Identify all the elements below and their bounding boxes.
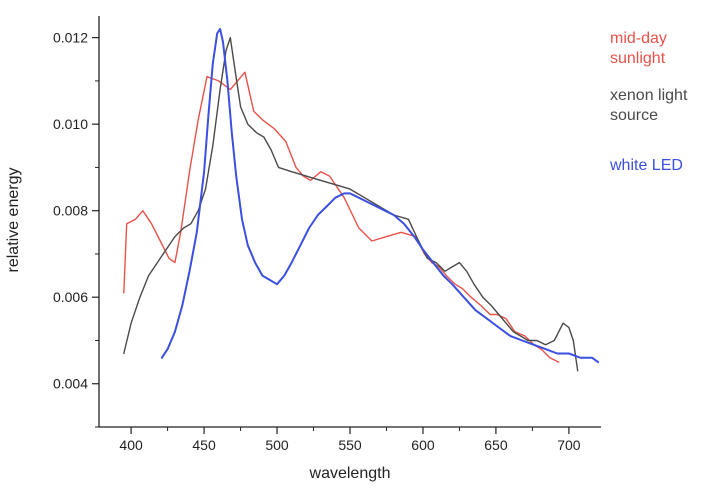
y-tick-label: 0.004: [53, 376, 88, 392]
x-tick-label: 400: [119, 437, 143, 453]
y-tick-label: 0.012: [53, 30, 88, 46]
plot-area: 400 450 500 550 600 650 700 0.0040.0060.0080.0…: [53, 16, 601, 453]
series-line-white-led: [160, 28, 600, 364]
x-tick-label: 550: [338, 437, 362, 453]
x-tick-label: 450: [192, 437, 216, 453]
y-axis-ticks: 0.004 0.006 0.008 0.010 0.012: [53, 30, 99, 428]
y-tick-label: 0.010: [53, 116, 88, 132]
series-line-mid-day-sunlight: [123, 71, 560, 363]
x-tick-label: 650: [484, 437, 508, 453]
x-axis-title: wavelength: [309, 465, 391, 482]
x-tick-label: 500: [265, 437, 289, 453]
series-line-xenon-light-source: [123, 36, 579, 372]
y-tick-label: 0.008: [53, 203, 88, 219]
legend-entry-mid-day-sunlight: mid-day: [610, 30, 667, 47]
x-tick-label: 700: [557, 437, 581, 453]
legend-entry-white-led: white LED: [609, 157, 683, 174]
y-tick-label: 0.006: [53, 289, 88, 305]
x-tick-label: 600: [411, 437, 435, 453]
y-axis-title: relative energy: [5, 168, 22, 273]
x-axis-ticks: 400 450 500 550 600 650 700: [119, 427, 581, 453]
legend-entry-xenon-light-source: source: [610, 107, 658, 124]
legend-entry-mid-day-sunlight: sunlight: [610, 50, 666, 67]
legend: mid-day sunlight xenon light source white LE…: [609, 30, 688, 174]
legend-entry-xenon-light-source: xenon light: [610, 87, 688, 104]
series-layer: [123, 28, 600, 372]
